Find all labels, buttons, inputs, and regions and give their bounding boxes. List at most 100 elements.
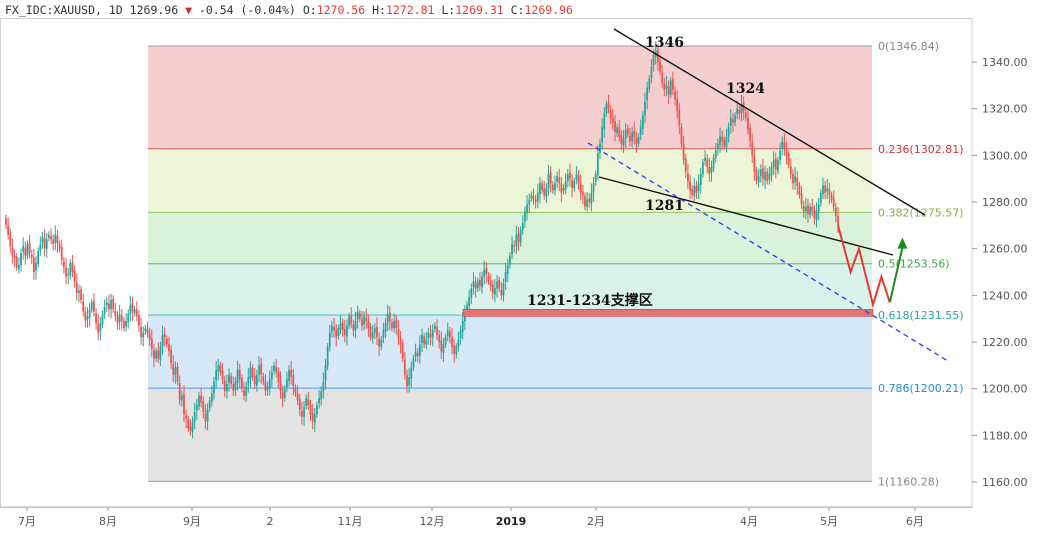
- candle-body: [255, 374, 258, 386]
- candle-body: [13, 255, 16, 258]
- candle-body: [86, 316, 89, 320]
- candle-body: [427, 332, 430, 339]
- candle-body: [116, 316, 119, 324]
- candle-body: [702, 162, 704, 174]
- candle-body: [110, 300, 112, 310]
- candle-body: [511, 244, 513, 255]
- candle-body: [183, 394, 185, 415]
- candle-body: [481, 276, 483, 288]
- candle-body: [260, 363, 263, 375]
- candle-body: [159, 346, 162, 360]
- candle-body: [751, 142, 754, 156]
- candle-body: [421, 335, 423, 343]
- candle-body: [789, 166, 792, 174]
- candle-body: [56, 236, 59, 244]
- candle-body: [787, 153, 790, 165]
- candle-body: [270, 372, 273, 380]
- interval-label[interactable]: 1D: [108, 3, 123, 17]
- candle-body: [594, 174, 597, 182]
- candle-body: [316, 405, 318, 415]
- candle-body: [461, 321, 464, 332]
- candle-body: [680, 126, 683, 144]
- candle-body: [536, 192, 539, 201]
- candle-body: [176, 366, 179, 382]
- candle-body: [123, 321, 125, 328]
- candle-body: [569, 172, 571, 179]
- annotation-label: 1324: [726, 81, 765, 97]
- candle-body: [243, 390, 245, 396]
- candle-body: [433, 325, 436, 329]
- candle-body: [324, 365, 327, 381]
- candle-body: [676, 99, 679, 111]
- candle-body: [346, 325, 348, 337]
- x-tick-label: 2: [267, 515, 274, 528]
- candle-body: [714, 150, 717, 158]
- candle-body: [185, 415, 188, 419]
- candle-body: [200, 395, 203, 403]
- support-trendline: [598, 176, 894, 256]
- candle-body: [438, 335, 441, 342]
- candle-body: [706, 159, 709, 167]
- candle-body: [290, 370, 293, 377]
- candle-body: [487, 275, 490, 282]
- candle-body: [206, 409, 209, 422]
- candle-body: [736, 108, 739, 115]
- candle-body: [26, 244, 29, 256]
- open-value: 1270.56: [316, 3, 366, 17]
- candle-body: [80, 289, 82, 300]
- candle-body: [337, 328, 340, 336]
- candle-body: [273, 365, 275, 371]
- candle-body: [813, 209, 816, 219]
- candle-body: [11, 247, 14, 256]
- candle-body: [75, 282, 78, 293]
- x-tick-label: 4月: [740, 515, 758, 528]
- candle-body: [686, 173, 689, 181]
- candle-body: [277, 372, 280, 382]
- candle-body: [545, 188, 548, 197]
- candle-body: [588, 198, 591, 202]
- candle-body: [436, 327, 438, 335]
- candle-body: [397, 329, 400, 338]
- candle-body: [605, 104, 608, 114]
- candle-body: [579, 183, 582, 193]
- candle-body: [348, 316, 350, 326]
- y-tick-label: 1200.00: [982, 383, 1028, 396]
- fib-label-0.786: 0.786(1200.21): [878, 382, 964, 395]
- candle-body: [202, 401, 205, 412]
- candle-body: [815, 211, 818, 220]
- fib-zone: [148, 388, 872, 482]
- candle-body: [142, 332, 145, 338]
- candle-body: [637, 136, 640, 144]
- candle-body: [333, 327, 335, 331]
- candle-body: [532, 196, 535, 200]
- candle-body: [367, 321, 370, 328]
- candle-body: [268, 379, 271, 388]
- candle-body: [84, 311, 87, 321]
- candle-body: [599, 143, 601, 153]
- candle-body: [566, 174, 569, 181]
- candle-body: [395, 319, 398, 328]
- candle-body: [195, 405, 198, 411]
- open-label: O:: [302, 3, 317, 17]
- candle-body: [669, 80, 672, 95]
- candle-body: [453, 345, 456, 354]
- candle-body: [376, 326, 378, 338]
- low-label: L:: [441, 3, 456, 17]
- candle-body: [47, 234, 50, 238]
- candle-body: [22, 246, 25, 252]
- candle-body: [517, 233, 520, 242]
- candle-body: [361, 318, 363, 326]
- candle-body: [796, 177, 799, 186]
- candle-body: [73, 270, 76, 282]
- candle-body: [118, 314, 121, 322]
- candle-body: [626, 128, 629, 135]
- candle-body: [485, 268, 488, 275]
- symbol-label[interactable]: FX_IDC:XAUUSD: [5, 3, 96, 17]
- candle-body: [800, 193, 803, 205]
- candle-body: [476, 281, 479, 289]
- candle-body: [781, 141, 784, 150]
- fib-label-0: 0(1346.84): [878, 40, 939, 53]
- candle-body: [101, 314, 104, 325]
- candle-body: [388, 312, 391, 321]
